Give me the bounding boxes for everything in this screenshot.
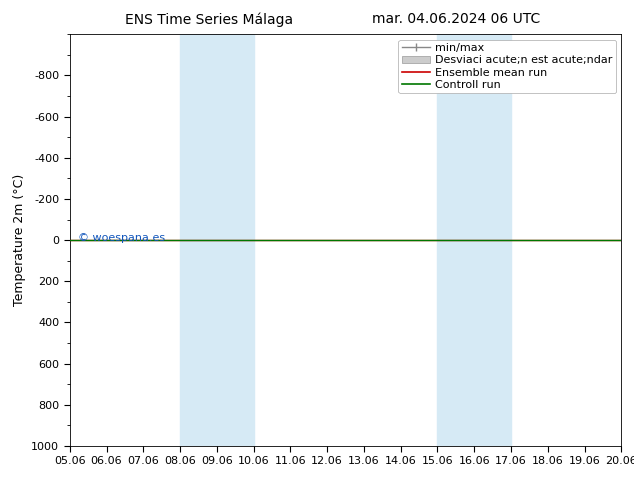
Text: mar. 04.06.2024 06 UTC: mar. 04.06.2024 06 UTC	[372, 12, 541, 26]
Y-axis label: Temperature 2m (°C): Temperature 2m (°C)	[13, 174, 26, 306]
Legend: min/max, Desviaci acute;n est acute;ndar, Ensemble mean run, Controll run: min/max, Desviaci acute;n est acute;ndar…	[398, 40, 616, 93]
Text: ENS Time Series Málaga: ENS Time Series Málaga	[125, 12, 294, 27]
Text: © woespana.es: © woespana.es	[78, 233, 165, 243]
Bar	[437, 34, 511, 446]
Bar	[180, 34, 254, 446]
